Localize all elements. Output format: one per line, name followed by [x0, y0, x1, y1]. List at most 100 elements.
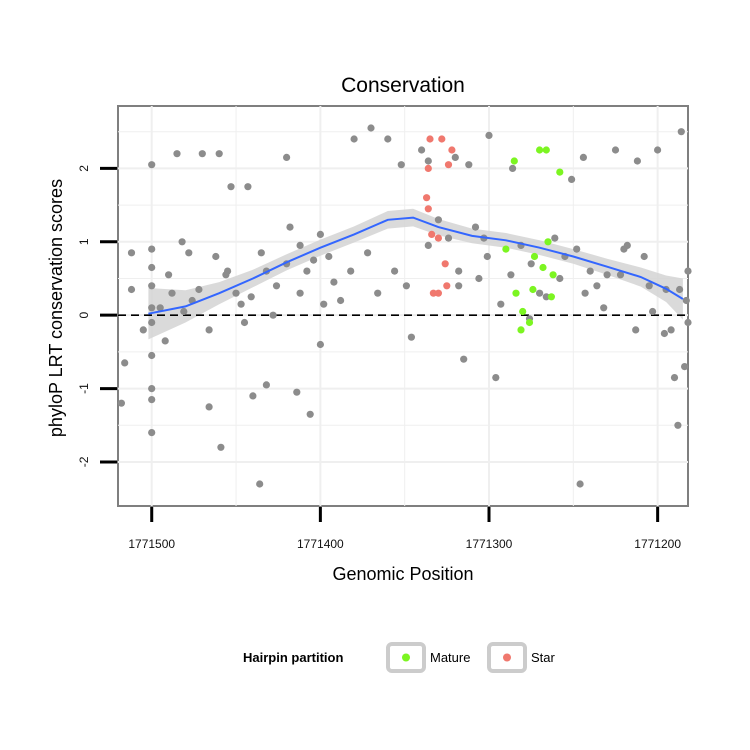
data-point	[310, 256, 318, 264]
data-point	[364, 249, 372, 257]
data-point	[402, 282, 410, 290]
data-point	[148, 263, 156, 272]
chart-title: Conservation	[341, 74, 465, 97]
y-tick-label: 0	[77, 312, 91, 319]
data-point	[240, 318, 249, 327]
data-point	[148, 304, 156, 312]
data-point	[139, 326, 147, 334]
data-point	[600, 304, 608, 312]
data-point	[568, 175, 576, 183]
data-point	[485, 131, 493, 139]
mature-point	[510, 157, 518, 165]
data-point	[677, 128, 685, 136]
star-point	[428, 230, 436, 238]
legend: Hairpin partition Mature Star	[243, 642, 556, 673]
legend-label-mature: Mature	[430, 650, 470, 665]
data-point	[632, 326, 640, 334]
legend-mature-dot	[402, 653, 410, 662]
data-point	[670, 374, 679, 382]
legend-title: Hairpin partition	[243, 650, 343, 665]
data-point	[483, 252, 491, 261]
mature-point	[544, 238, 552, 246]
data-point	[296, 289, 304, 297]
smooth-curve	[148, 216, 684, 315]
data-point	[507, 271, 515, 279]
x-tick-label: 1771300	[466, 537, 513, 551]
mature-point	[525, 318, 534, 327]
legend-label-star: Star	[531, 650, 556, 665]
data-point	[542, 293, 550, 301]
data-point	[286, 223, 294, 231]
confidence-ribbon	[148, 208, 683, 340]
smooth-fit-line	[148, 216, 684, 315]
data-point	[168, 289, 176, 297]
star-point	[443, 282, 451, 290]
star-point	[434, 289, 442, 297]
data-point	[148, 396, 156, 404]
data-point	[262, 381, 270, 389]
data-point	[475, 274, 483, 283]
star-point	[423, 194, 431, 202]
data-point	[256, 480, 264, 488]
data-point	[374, 289, 382, 297]
mature-point	[542, 146, 550, 154]
data-point	[148, 429, 156, 437]
data-point	[418, 146, 426, 154]
data-point	[492, 374, 500, 382]
star-point	[441, 260, 449, 268]
data-point	[556, 274, 564, 283]
y-tick-label: -2	[77, 456, 91, 467]
mature-point	[556, 168, 564, 176]
data-point	[148, 282, 156, 290]
data-point	[178, 238, 186, 246]
data-point	[367, 124, 375, 132]
data-point	[384, 135, 392, 143]
data-point	[397, 161, 405, 169]
data-point	[247, 293, 255, 301]
data-point	[654, 146, 662, 154]
data-point	[173, 150, 181, 158]
y-axis-title: phyloP LRT conservation scores	[46, 179, 66, 437]
data-point	[121, 359, 129, 367]
data-point	[684, 267, 692, 275]
data-point	[579, 153, 588, 161]
data-point	[195, 285, 203, 294]
data-point	[649, 307, 657, 316]
data-point	[337, 296, 345, 305]
data-point	[350, 135, 358, 143]
mature-point	[519, 307, 527, 316]
star-point	[448, 146, 456, 154]
data-point	[576, 480, 584, 488]
x-tick-label: 1771200	[634, 537, 681, 551]
data-point	[684, 318, 692, 327]
data-point	[296, 241, 304, 249]
y-tick-label: 2	[77, 165, 91, 172]
y-tick-label: 1	[77, 238, 91, 245]
data-point	[244, 183, 252, 191]
data-point	[232, 289, 240, 297]
data-point	[681, 363, 689, 371]
data-point	[660, 329, 669, 338]
data-point	[205, 403, 213, 411]
data-point	[148, 245, 156, 253]
data-point	[455, 267, 463, 275]
data-point	[127, 249, 136, 257]
data-point	[161, 337, 169, 345]
mature-point	[517, 326, 525, 334]
x-tick-label: 1771500	[128, 537, 175, 551]
data-point	[185, 249, 193, 257]
data-point	[227, 183, 235, 191]
data-point	[586, 267, 594, 275]
data-point	[497, 300, 505, 308]
mature-point	[529, 285, 537, 294]
data-point	[451, 153, 459, 161]
legend-star-dot	[503, 653, 511, 662]
data-point	[593, 282, 601, 290]
data-point	[551, 234, 559, 242]
data-point	[257, 249, 265, 257]
data-point	[283, 153, 291, 161]
mature-point	[536, 146, 544, 154]
star-point	[426, 135, 434, 143]
x-axis-title: Genomic Position	[332, 564, 473, 584]
star-point	[424, 205, 432, 213]
